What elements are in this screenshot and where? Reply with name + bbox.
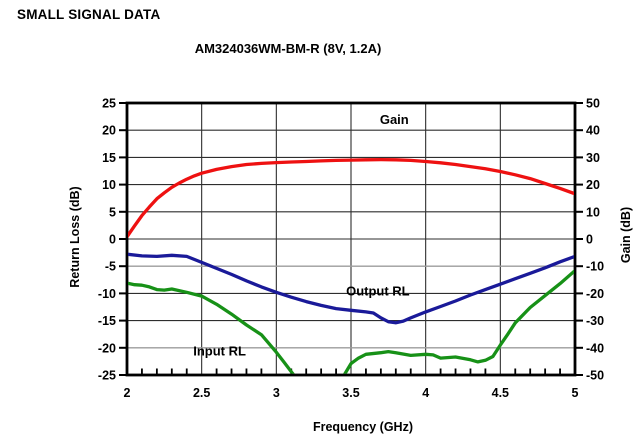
y-right-tick-label: -30 (586, 314, 604, 328)
x-tick-label: 3 (273, 386, 280, 400)
y-left-tick-label: -15 (98, 314, 116, 328)
x-tick-label: 2 (124, 386, 131, 400)
y-right-tick-label: 50 (586, 97, 600, 111)
y-right-tick-label: 20 (586, 178, 600, 192)
y-right-tick-label: 10 (586, 205, 600, 219)
y-left-tick-label: -10 (98, 287, 116, 301)
series-line-input-rl (128, 269, 574, 374)
y-left-tick-label: 5 (109, 205, 116, 219)
y-left-tick-label: 10 (102, 178, 116, 192)
y-left-tick-label: -25 (98, 369, 116, 383)
section-heading: SMALL SIGNAL DATA (17, 7, 161, 22)
y-right-tick-label: -40 (586, 341, 604, 355)
y-left-tick-label: 25 (102, 97, 116, 111)
y-right-tick-label: -50 (586, 369, 604, 383)
series-line-output-rl (128, 252, 574, 325)
y-right-tick-label: 0 (586, 233, 593, 247)
y-right-tick-label: 30 (586, 151, 600, 165)
x-tick-label: 2.5 (193, 386, 210, 400)
series-line-gain (128, 157, 574, 239)
curve-label-gain: Gain (380, 112, 409, 127)
plot-frame (125, 101, 577, 377)
x-axis-title: Frequency (GHz) (312, 420, 413, 434)
x-tick-label: 3.5 (342, 386, 359, 400)
y-left-tick-label: -5 (105, 260, 116, 274)
y-right-tick-label: -10 (586, 260, 604, 274)
y-left-tick-label: 0 (109, 233, 116, 247)
y-left-tick-label: -20 (98, 341, 116, 355)
curve-label-output-rl: Output RL (346, 284, 410, 299)
x-tick-label: 4.5 (492, 386, 509, 400)
y-left-tick-label: 20 (102, 124, 116, 138)
x-tick-label: 4 (422, 386, 429, 400)
curve-label-input-rl: Input RL (193, 344, 246, 359)
y-left-tick-label: 15 (102, 151, 116, 165)
chart-title: AM324036WM-BM-R (8V, 1.2A) (194, 41, 382, 56)
y-right-tick-label: 40 (586, 124, 600, 138)
x-tick-label: 5 (572, 386, 579, 400)
y-right-tick-label: -20 (586, 287, 604, 301)
